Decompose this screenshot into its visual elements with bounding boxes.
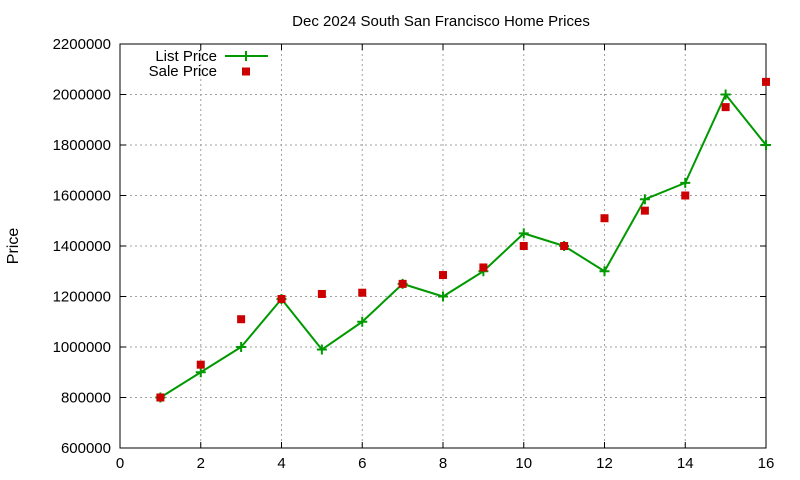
y-tick-label: 1600000	[53, 188, 111, 205]
y-axis-label: Price	[5, 228, 22, 265]
y-tick-label: 1000000	[53, 339, 111, 356]
data-point-list-price	[761, 140, 771, 150]
x-tick-label: 6	[358, 455, 366, 472]
data-point-sale-price	[600, 214, 609, 223]
x-tick-label: 14	[677, 455, 694, 472]
data-point-list-price	[680, 177, 691, 188]
plot-area-frame	[119, 43, 767, 449]
y-tick-label: 2000000	[53, 87, 111, 104]
tick-labels: 600000 800000 1000000 1200000 1400000 1600000…	[53, 36, 775, 472]
x-tick-label: 16	[758, 455, 775, 472]
data-point-sale-price	[156, 393, 165, 402]
data-point-list-price	[639, 194, 650, 205]
x-tick-label: 12	[596, 455, 613, 472]
data-point-sale-price	[560, 242, 569, 250]
data-point-list-price	[599, 266, 610, 277]
data-point-list-price	[236, 342, 247, 352]
y-tick-label: 2200000	[53, 36, 111, 53]
data-point-sale-price	[681, 191, 690, 200]
x-tick-label: 0	[116, 455, 124, 472]
data-point-list-price	[316, 344, 327, 355]
y-tick-label: 1200000	[53, 289, 111, 306]
legend-label-list-price: List Price	[155, 48, 217, 65]
y-tick-label: 800000	[61, 390, 111, 407]
data-point-sale-price	[439, 271, 447, 280]
chart-title: Dec 2024 South San Francisco Home Prices	[292, 13, 590, 30]
data-point-sale-price	[640, 206, 649, 215]
data-point-sale-price	[317, 289, 326, 298]
legend-marker-list-price	[241, 51, 251, 61]
legend-label-sale-price: Sale Price	[149, 63, 217, 80]
legend: List Price Sale Price	[149, 48, 268, 80]
x-tick-label: 8	[439, 455, 447, 472]
legend-marker-sale-price	[242, 67, 250, 76]
data-point-sale-price	[196, 360, 205, 369]
data-point-list-price	[357, 316, 368, 327]
series-sale-price	[156, 77, 770, 402]
y-tick-label: 1400000	[53, 238, 111, 255]
data-point-list-price	[720, 89, 731, 100]
x-tick-label: 4	[277, 455, 285, 472]
series-layer	[155, 77, 771, 403]
data-point-list-price	[518, 228, 529, 239]
data-point-sale-price	[519, 242, 528, 250]
y-tick-label: 600000	[61, 440, 111, 457]
y-tick-label: 1800000	[53, 137, 111, 154]
data-point-list-price	[195, 367, 206, 378]
data-point-list-price	[438, 291, 448, 302]
data-point-sale-price	[237, 315, 246, 324]
x-tick-label: 2	[197, 455, 205, 472]
data-point-sale-price	[277, 295, 286, 304]
x-tick-label: 10	[515, 455, 532, 472]
series-line-list-price	[159, 93, 767, 399]
data-point-sale-price	[479, 263, 488, 272]
data-point-sale-price	[358, 288, 367, 297]
data-point-sale-price	[721, 103, 730, 112]
data-point-sale-price	[762, 77, 770, 86]
data-point-sale-price	[398, 279, 407, 288]
